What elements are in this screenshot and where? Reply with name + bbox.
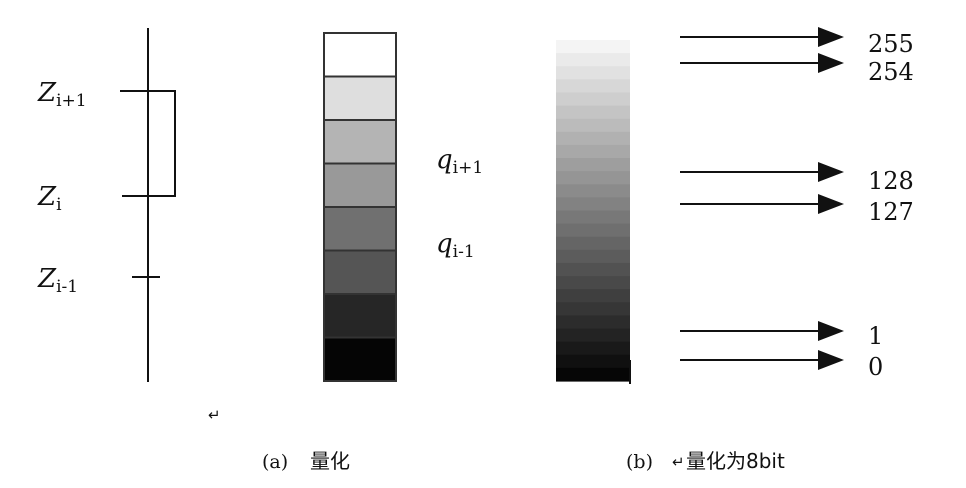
gradient-step xyxy=(556,276,630,290)
gradient-step xyxy=(556,171,630,185)
gradient-step xyxy=(556,158,630,172)
gradient-step xyxy=(556,289,630,303)
z-label-i: Zi xyxy=(37,182,62,215)
quantization-swatch xyxy=(323,119,397,165)
gradient-step xyxy=(556,92,630,107)
gradient-step xyxy=(556,118,630,133)
q-label-i-plus-1: qi+1 xyxy=(436,145,483,178)
gradient-step xyxy=(556,328,630,343)
gradient-step xyxy=(556,210,630,225)
gradient-step xyxy=(556,315,630,330)
level-label-128: 128 xyxy=(868,167,914,195)
level-arrow-head xyxy=(818,53,844,73)
gradient-step xyxy=(556,367,630,382)
quantization-swatch-column xyxy=(323,32,397,382)
gradient-step xyxy=(556,53,630,67)
level-arrows xyxy=(680,27,844,370)
quantization-swatch xyxy=(323,249,397,295)
level-arrow-head xyxy=(818,27,844,47)
level-arrow-head xyxy=(818,350,844,370)
level-label-255: 255 xyxy=(868,30,914,58)
level-label-127: 127 xyxy=(868,198,914,226)
gradient-step xyxy=(556,197,630,212)
level-label-1: 1 xyxy=(868,322,883,350)
level-arrow-head xyxy=(818,162,844,182)
gradient-step xyxy=(556,302,630,317)
gradient-step xyxy=(556,341,630,356)
quantization-swatch xyxy=(323,293,397,339)
caption-b-text: 量化为8bit xyxy=(686,449,785,473)
caption-b-mark: ↵ xyxy=(672,453,685,471)
z-axis xyxy=(120,28,176,382)
quantization-swatch xyxy=(323,336,397,382)
gradient-step xyxy=(556,144,630,159)
gradient-step xyxy=(556,249,630,264)
q-label-i-minus-1: qi-1 xyxy=(436,229,475,262)
caption-b-prefix: (b) xyxy=(626,451,653,473)
gradient-step xyxy=(556,184,630,198)
gradient-step xyxy=(556,223,630,238)
z-label-i-minus-1: Zi-1 xyxy=(37,264,78,297)
gradient-step xyxy=(556,40,630,54)
quantization-swatch xyxy=(323,162,397,208)
caption-a-prefix: (a) xyxy=(262,451,288,473)
gray-gradient-bar xyxy=(556,40,630,382)
quantization-swatch xyxy=(323,75,397,121)
gradient-step xyxy=(556,131,630,146)
caption-a-text: 量化 xyxy=(310,449,350,473)
gradient-step xyxy=(556,66,630,80)
gradient-step xyxy=(556,79,630,94)
return-mark: ↵ xyxy=(208,406,221,424)
level-arrow-head xyxy=(818,321,844,341)
z-label-i-plus-1: Zi+1 xyxy=(37,78,87,111)
gradient-step xyxy=(556,105,630,120)
gradient-step xyxy=(556,236,630,251)
level-arrow-head xyxy=(818,194,844,214)
level-label-254: 254 xyxy=(868,58,914,86)
gradient-step xyxy=(556,262,630,277)
quantization-swatch xyxy=(323,206,397,252)
gradient-step xyxy=(556,354,630,369)
level-label-0: 0 xyxy=(868,353,883,381)
quantization-swatch xyxy=(323,32,397,78)
